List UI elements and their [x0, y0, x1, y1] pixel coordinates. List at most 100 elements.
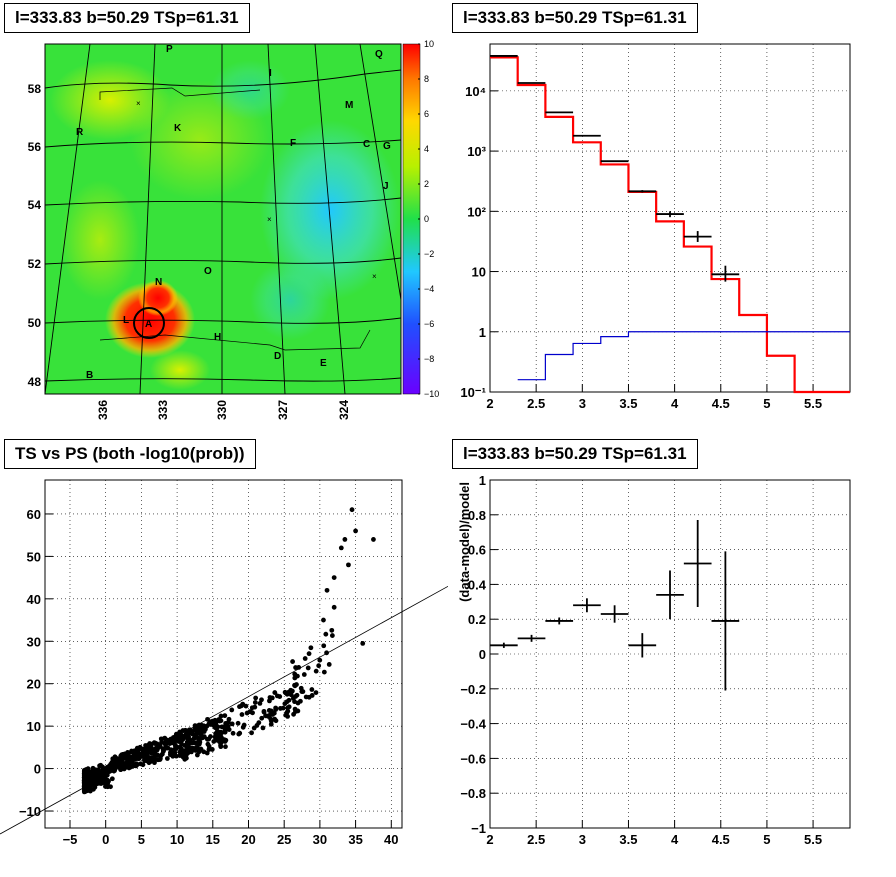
scatter-point: [175, 735, 181, 741]
scatter-point: [329, 633, 335, 638]
scatter-point: [323, 631, 329, 637]
scatter-point: [218, 713, 224, 719]
map-colorbar-tick-labels: 10 8 6 4 2 0 −2 −4 −6 −8 −10: [418, 39, 439, 399]
scatter-point: [252, 700, 258, 705]
scatter-point: [142, 752, 148, 758]
scatter-point: [346, 562, 351, 568]
scatter-point: [239, 712, 245, 717]
map-colorbar-tick-label: 6: [424, 109, 429, 119]
scatter-point: [222, 739, 228, 744]
map-x-tick-label: 336: [96, 400, 110, 420]
residual-data-point: [490, 642, 518, 648]
scatter-point: [82, 788, 88, 794]
map-x-tick-label: 327: [276, 400, 290, 420]
scatter-point: [171, 751, 177, 757]
residual-y-tick-label: −0.6: [460, 751, 486, 766]
scatter-point: [222, 713, 228, 719]
scatter-point: [247, 709, 253, 715]
scatter-point: [101, 771, 107, 777]
scatter-point: [112, 768, 118, 773]
scatter-panel: −5 0 5 10 15 20 25 30 35 40 −10 0 10 20 30 40 50 60 TS vs…: [0, 436, 449, 872]
scatter-x-tick-label: 40: [384, 832, 398, 847]
scatter-point: [127, 762, 133, 768]
scatter-y-tick-label: 20: [27, 677, 41, 692]
scatter-point: [321, 643, 327, 649]
scatter-point: [164, 756, 170, 761]
svg-text:E: E: [320, 358, 327, 369]
scatter-point: [184, 739, 190, 745]
scatter-point: [321, 617, 326, 623]
scatter-point: [109, 776, 115, 782]
scatter-points: [81, 507, 376, 795]
map-x-tick-labels: 336 333 330 327 324: [96, 400, 351, 420]
scatter-point: [153, 756, 159, 762]
scatter-point: [219, 724, 225, 730]
scatter-point: [193, 748, 199, 753]
scatter-x-tick-label: 15: [206, 832, 220, 847]
scatter-point: [216, 717, 222, 722]
scatter-point: [331, 604, 337, 610]
scatter-point: [271, 710, 277, 716]
scatter-point: [194, 752, 200, 758]
scatter-point: [286, 704, 292, 710]
model-histogram: [490, 56, 850, 394]
spectrum-chart: 2 2.5 3 3.5 4 4.5 5 5.5 10⁻¹ 1 10 10² 10³ 10⁴: [460, 43, 851, 411]
map-colorbar-tick-label: −6: [424, 319, 434, 329]
spectrum-y-tick-label: 1: [479, 325, 486, 340]
scatter-y-tick-label: −10: [19, 804, 41, 819]
svg-text:M: M: [345, 100, 353, 111]
scatter-point: [294, 682, 299, 687]
scatter-y-tick-label: 10: [27, 719, 41, 734]
map-heatmap: P Q I M R K F C G J O N L A H D E B × × ×: [45, 44, 401, 394]
map-source-labels: P Q I M R K F C G J O N L A H D E B: [76, 44, 391, 381]
scatter-point: [306, 694, 312, 700]
scatter-x-tick-label: 30: [313, 832, 327, 847]
scatter-chart: −5 0 5 10 15 20 25 30 35 40 −10 0 10 20 30 40 50 60: [0, 479, 449, 847]
svg-text:Q: Q: [375, 49, 383, 60]
scatter-point: [282, 689, 288, 695]
scatter-point: [130, 749, 136, 755]
map-y-tick-labels: 48 50 52 54 56 58: [28, 82, 42, 389]
scatter-point: [239, 703, 244, 709]
scatter-point: [180, 754, 186, 760]
scatter-point: [184, 732, 189, 738]
scatter-point: [158, 736, 164, 742]
plot-frame: [489, 43, 851, 393]
scatter-point: [257, 701, 263, 706]
scatter-point: [226, 719, 231, 725]
scatter-point: [147, 741, 153, 746]
scatter-point: [138, 761, 144, 767]
scatter-point: [119, 756, 124, 761]
scatter-point: [268, 721, 274, 727]
scatter-point: [298, 685, 304, 691]
residual-x-tick-label: 3: [579, 832, 586, 847]
scatter-point: [179, 741, 184, 747]
scatter-point: [159, 740, 164, 745]
scatter-point: [123, 764, 129, 770]
map-x-tick-label: 324: [337, 400, 351, 420]
scatter-point: [183, 748, 189, 754]
scatter-point: [229, 721, 235, 727]
scatter-point: [88, 780, 94, 786]
scatter-point: [137, 751, 143, 757]
scatter-point: [178, 749, 184, 755]
svg-text:N: N: [155, 277, 162, 288]
scatter-point: [329, 627, 335, 633]
scatter-point: [326, 662, 332, 667]
scatter-y-tick-label: 60: [27, 507, 41, 522]
residual-x-tick-label: 4.5: [712, 832, 730, 847]
scatter-point: [198, 733, 204, 738]
map-colorbar: [402, 43, 421, 395]
scatter-point: [241, 722, 247, 728]
scatter-x-tick-label: 10: [170, 832, 184, 847]
scatter-point: [154, 745, 160, 751]
map-y-tick-label: 52: [28, 257, 42, 271]
scatter-x-tick-label: 25: [277, 832, 291, 847]
scatter-x-tick-label: 20: [241, 832, 255, 847]
residual-x-tick-label: 3.5: [619, 832, 637, 847]
residual-data-point: [517, 634, 546, 642]
scatter-point: [313, 690, 319, 695]
map-panel: P Q I M R K F C G J O N L A H D E B × × × 336 333 330 327…: [0, 0, 448, 436]
spectrum-x-tick-label: 5.5: [804, 396, 822, 411]
spectrum-x-tick-label: 4.5: [712, 396, 730, 411]
